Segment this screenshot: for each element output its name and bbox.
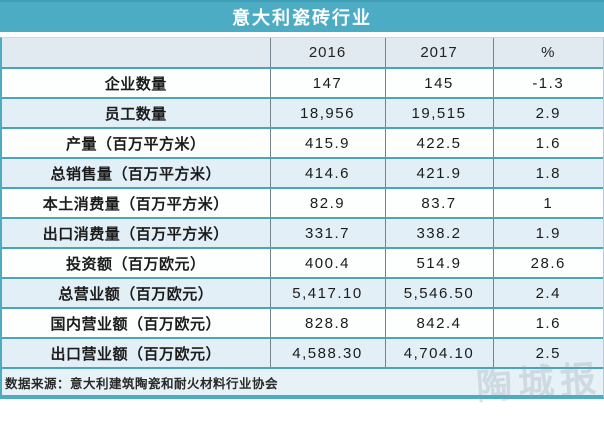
column-header-2017: 2017: [384, 38, 493, 68]
table-row: 企业数量 147 145 -1.3: [2, 68, 603, 98]
row-value: 5,546.50: [384, 278, 493, 308]
row-value: 1: [492, 188, 603, 218]
row-value: 19,515: [384, 98, 493, 128]
row-value: 514.9: [384, 248, 493, 278]
table-row: 国内营业额（百万欧元） 828.8 842.4 1.6: [2, 308, 603, 338]
table-row: 总销售量（百万平方米） 414.6 421.9 1.8: [2, 158, 603, 188]
row-label: 投资额（百万欧元）: [65, 255, 206, 273]
table-title: 意大利瓷砖行业: [0, 0, 604, 32]
row-label: 员工数量: [104, 105, 167, 123]
row-value: 82.9: [269, 188, 385, 218]
row-value: 145: [384, 68, 493, 98]
column-header-label: [2, 38, 270, 68]
row-value: 4,704.10: [384, 338, 493, 368]
source-row: 数据来源：意大利建筑陶瓷和耐火材料行业协会: [2, 368, 603, 395]
column-header-percent: %: [492, 38, 603, 68]
table-row: 出口营业额（百万欧元） 4,588.30 4,704.10 2.5: [2, 338, 603, 368]
data-source-note: 数据来源：意大利建筑陶瓷和耐火材料行业协会: [5, 376, 279, 391]
row-value: 1.9: [492, 218, 603, 248]
row-label: 出口消费量（百万平方米）: [42, 225, 229, 243]
row-value: 1.6: [492, 128, 603, 158]
row-value: 1.6: [492, 308, 603, 338]
row-label: 总营业额（百万欧元）: [58, 285, 214, 303]
row-value: 4,588.30: [269, 338, 385, 368]
row-label: 国内营业额（百万欧元）: [50, 315, 221, 333]
row-value: 83.7: [384, 188, 493, 218]
table-row: 总营业额（百万欧元） 5,417.10 5,546.50 2.4: [2, 278, 603, 308]
row-label: 产量（百万平方米）: [65, 135, 206, 153]
row-value: 338.2: [384, 218, 493, 248]
row-value: 2.5: [492, 338, 603, 368]
row-value: 1.8: [492, 158, 603, 188]
row-label: 出口营业额（百万欧元）: [50, 345, 221, 363]
table-row: 本土消费量（百万平方米） 82.9 83.7 1: [2, 188, 603, 218]
row-label: 企业数量: [104, 75, 167, 93]
row-value: 842.4: [384, 308, 493, 338]
row-value: 400.4: [269, 248, 385, 278]
row-value: 2.9: [492, 98, 603, 128]
row-value: 2.4: [492, 278, 603, 308]
row-value: 18,956: [269, 98, 385, 128]
row-value: -1.3: [492, 68, 603, 98]
row-value: 828.8: [269, 308, 385, 338]
row-value: 28.6: [492, 248, 603, 278]
row-label: 本土消费量（百万平方米）: [42, 195, 229, 213]
data-table-frame: 2016 2017 % 企业数量 147 145 -1.3 员工数量 18,956 19,5…: [0, 37, 604, 399]
header-row: 2016 2017 %: [2, 38, 603, 68]
industry-stats-table: 2016 2017 % 企业数量 147 145 -1.3 员工数量 18,956 19,5…: [2, 38, 603, 395]
column-header-2016: 2016: [269, 38, 385, 68]
table-row: 投资额（百万欧元） 400.4 514.9 28.6: [2, 248, 603, 278]
row-label: 总销售量（百万平方米）: [50, 165, 221, 183]
row-value: 331.7: [269, 218, 385, 248]
table-row: 产量（百万平方米） 415.9 422.5 1.6: [2, 128, 603, 158]
table-body: 企业数量 147 145 -1.3 员工数量 18,956 19,515 2.9 产量（百万平方…: [2, 68, 603, 368]
row-value: 414.6: [269, 158, 385, 188]
table-row: 出口消费量（百万平方米） 331.7 338.2 1.9: [2, 218, 603, 248]
row-value: 421.9: [384, 158, 493, 188]
row-value: 422.5: [384, 128, 493, 158]
table-row: 员工数量 18,956 19,515 2.9: [2, 98, 603, 128]
row-value: 147: [269, 68, 385, 98]
row-value: 5,417.10: [269, 278, 385, 308]
row-value: 415.9: [269, 128, 385, 158]
